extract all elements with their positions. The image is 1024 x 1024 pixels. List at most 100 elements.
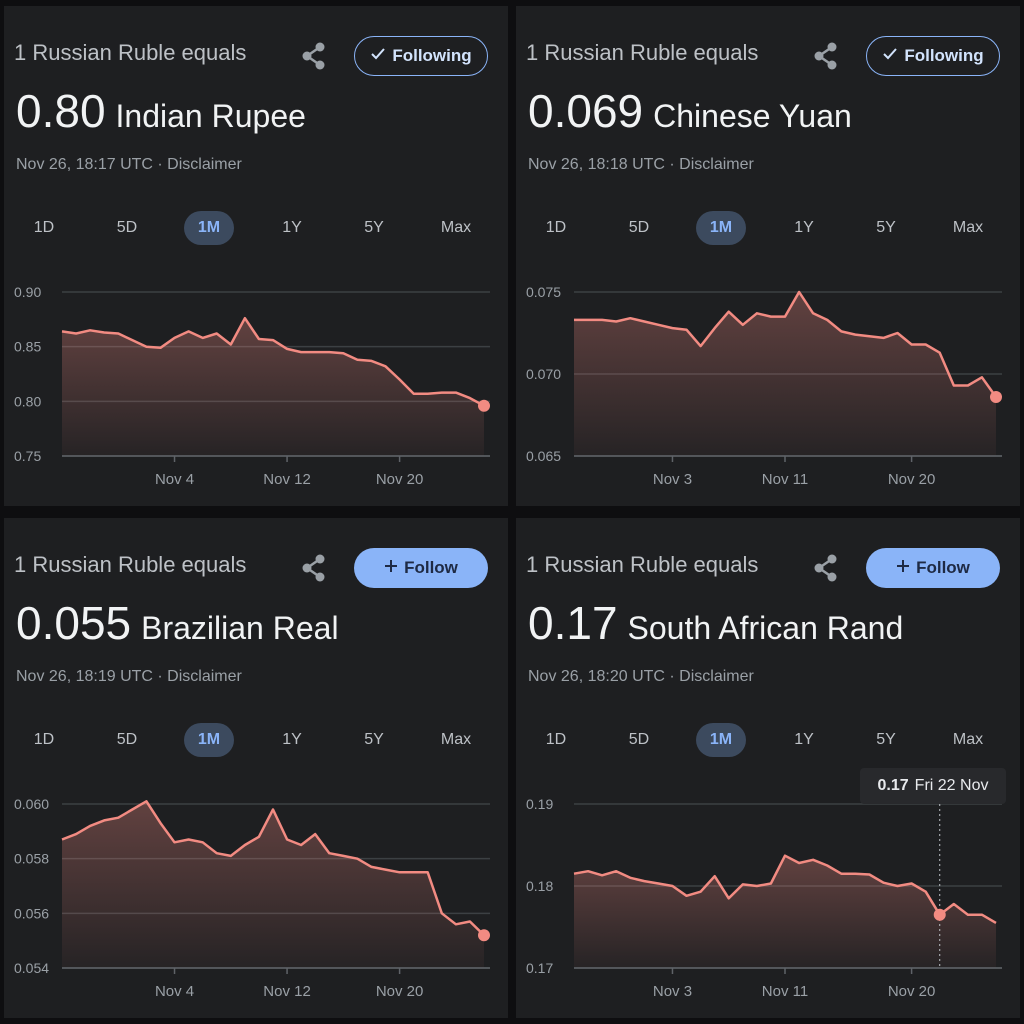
range-tab-max[interactable]: Max xyxy=(952,219,984,236)
data-point xyxy=(117,817,119,819)
x-tick-label: Nov 4 xyxy=(155,983,194,1000)
data-point xyxy=(742,883,744,885)
data-point xyxy=(455,923,457,925)
data-point xyxy=(657,324,659,326)
currency-name: Indian Rupee xyxy=(115,98,306,134)
data-point xyxy=(427,393,429,395)
follow-button-label: Following xyxy=(392,46,472,65)
range-tab-1y[interactable]: 1Y xyxy=(794,219,814,236)
rate-value: 0.055 xyxy=(16,597,132,649)
data-point xyxy=(371,866,373,868)
data-point xyxy=(826,319,828,321)
series-line xyxy=(573,854,997,924)
range-tab-1d[interactable]: 1D xyxy=(33,219,55,236)
data-point xyxy=(230,344,232,346)
range-tab-5y[interactable]: 5Y xyxy=(364,731,384,748)
y-tick-label: 0.80 xyxy=(14,393,41,409)
range-tab-1m[interactable]: 1M xyxy=(184,211,234,245)
series-line xyxy=(61,316,485,407)
share-icon[interactable] xyxy=(812,552,840,584)
data-point xyxy=(629,877,631,879)
conversion-header: 1 Russian Ruble equals xyxy=(526,552,759,577)
range-tab-1y[interactable]: 1Y xyxy=(282,731,302,748)
conversion-header: 1 Russian Ruble equals xyxy=(14,40,247,65)
data-point xyxy=(840,873,842,875)
data-point xyxy=(300,351,302,353)
range-tab-1m[interactable]: 1M xyxy=(184,723,234,757)
timestamp-disclaimer: Nov 26, 18:20 UTC · Disclaimer xyxy=(528,668,754,685)
data-point xyxy=(103,819,105,821)
data-point xyxy=(868,335,870,337)
range-tab-1d[interactable]: 1D xyxy=(33,731,55,748)
plus-icon xyxy=(384,558,398,578)
data-point xyxy=(469,921,471,923)
follow-button-label: Following xyxy=(904,46,984,65)
data-point xyxy=(587,870,589,872)
data-point xyxy=(686,329,688,331)
range-tab-1y[interactable]: 1Y xyxy=(282,219,302,236)
range-tabs: 1D 5D 1M 1Y 5Y Max xyxy=(4,723,508,759)
data-point xyxy=(756,312,758,314)
y-tick-label: 0.85 xyxy=(14,339,41,355)
x-tick-label: Nov 12 xyxy=(263,471,311,488)
follow-button[interactable]: Follow xyxy=(866,548,1000,588)
data-point xyxy=(385,365,387,367)
line-chart: 0.19 0.18 0.17 Nov 3 Nov 11 Nov 20 xyxy=(526,784,1002,1000)
data-point xyxy=(967,914,969,916)
data-point xyxy=(314,833,316,835)
range-tab-1y[interactable]: 1Y xyxy=(794,731,814,748)
data-point xyxy=(441,912,443,914)
data-point xyxy=(700,891,702,893)
data-point xyxy=(981,914,983,916)
range-tab-5d[interactable]: 5D xyxy=(116,731,138,748)
range-tab-1m[interactable]: 1M xyxy=(696,211,746,245)
data-point xyxy=(356,858,358,860)
x-tick-label: Nov 20 xyxy=(888,983,936,1000)
following-button[interactable]: Following xyxy=(866,36,1000,76)
chart-panel-zar: 1 Russian Ruble equals Follow 0.17 South Af… xyxy=(516,518,1020,1018)
data-point xyxy=(399,379,401,381)
exchange-rate: 0.17 South African Rand xyxy=(528,596,903,650)
range-tab-5y[interactable]: 5Y xyxy=(876,731,896,748)
y-tick-label: 0.18 xyxy=(526,878,553,894)
following-button[interactable]: Following xyxy=(354,36,488,76)
data-point xyxy=(784,316,786,318)
range-tab-5y[interactable]: 5Y xyxy=(876,219,896,236)
check-icon xyxy=(882,46,898,66)
tooltip-value: 0.17 xyxy=(877,777,909,794)
y-tick-label: 0.060 xyxy=(14,796,49,812)
range-tab-max[interactable]: Max xyxy=(440,731,472,748)
data-point xyxy=(742,324,744,326)
range-tab-max[interactable]: Max xyxy=(440,219,472,236)
range-tab-5d[interactable]: 5D xyxy=(628,219,650,236)
data-point xyxy=(174,841,176,843)
series-area xyxy=(574,292,996,456)
data-point xyxy=(188,330,190,332)
line-chart: 0.060 0.058 0.056 0.054 Nov 4 Nov 12 Nov 20 xyxy=(14,796,490,1000)
exchange-rate: 0.069 Chinese Yuan xyxy=(528,84,852,138)
data-point xyxy=(202,337,204,339)
range-tab-max[interactable]: Max xyxy=(952,731,984,748)
share-icon[interactable] xyxy=(812,40,840,72)
range-tab-5y[interactable]: 5Y xyxy=(364,219,384,236)
x-tick-label: Nov 11 xyxy=(762,471,808,488)
range-tab-5d[interactable]: 5D xyxy=(116,219,138,236)
data-point xyxy=(798,291,800,293)
data-point xyxy=(272,339,274,341)
data-point xyxy=(967,385,969,387)
share-icon[interactable] xyxy=(300,40,328,72)
rate-value: 0.17 xyxy=(528,597,618,649)
data-point xyxy=(230,855,232,857)
range-tab-1d[interactable]: 1D xyxy=(545,219,567,236)
share-icon[interactable] xyxy=(300,552,328,584)
range-tab-1d[interactable]: 1D xyxy=(545,731,567,748)
data-point xyxy=(643,880,645,882)
data-point xyxy=(672,327,674,329)
range-tab-1m[interactable]: 1M xyxy=(696,723,746,757)
range-tab-5d[interactable]: 5D xyxy=(628,731,650,748)
data-point xyxy=(728,311,730,313)
data-point xyxy=(953,385,955,387)
data-point xyxy=(714,875,716,877)
range-tabs: 1D 5D 1M 1Y 5Y Max xyxy=(516,211,1020,247)
follow-button[interactable]: Follow xyxy=(354,548,488,588)
